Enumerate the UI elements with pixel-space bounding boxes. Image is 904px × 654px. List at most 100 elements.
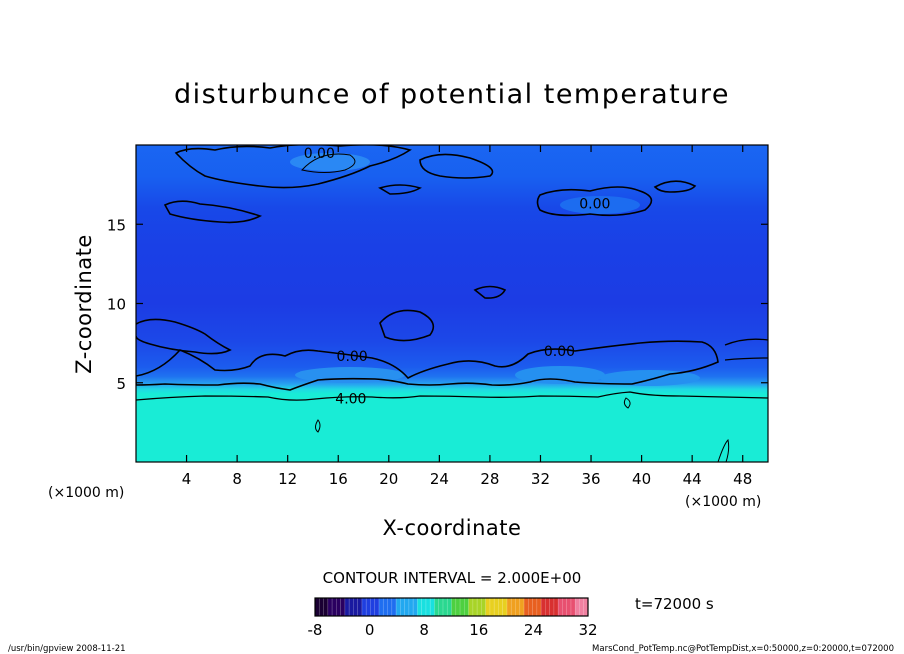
colorbar-tick-label: 0: [365, 621, 375, 639]
contour-label: 0.00: [544, 344, 575, 360]
colorbar-cell: [562, 598, 567, 616]
x-tick-label: 16: [329, 470, 348, 488]
x-unit-label-left: (×1000 m): [48, 485, 124, 501]
x-tick-label: 4: [182, 470, 192, 488]
colorbar-cell: [460, 598, 465, 616]
colorbar-cell: [430, 598, 435, 616]
colorbar-cell: [472, 598, 478, 616]
colorbar-cell: [370, 598, 375, 616]
x-tick-label: 20: [379, 470, 398, 488]
x-tick-label: 40: [632, 470, 651, 488]
x-tick-label: 8: [232, 470, 242, 488]
colorbar-cell: [374, 598, 380, 616]
x-tick-label: 12: [278, 470, 297, 488]
colorbar-cell: [494, 598, 499, 616]
contour-line: [301, 153, 356, 173]
contour-line: [163, 200, 263, 224]
colorbar-tick-label: 32: [578, 621, 597, 639]
colorbar-cell: [464, 598, 469, 616]
colorbar-cell: [558, 598, 563, 616]
x-tick-label: 44: [683, 470, 702, 488]
colorbar-cell: [524, 598, 529, 616]
colorbar-cell: [319, 598, 324, 616]
x-tick-label: 48: [733, 470, 752, 488]
contour-line: [174, 145, 412, 189]
colorbar-cell: [579, 598, 584, 616]
colorbar-cell: [481, 598, 486, 616]
colorbar-cell: [349, 598, 354, 616]
chart-title: disturbunce of potential temperature: [174, 79, 730, 110]
colorbar-frame: [314, 597, 589, 617]
contour-line: [419, 153, 494, 179]
field-background: [136, 145, 768, 462]
colorbar-cell: [336, 598, 341, 616]
colorbar-cell: [566, 598, 572, 616]
contour-label: 0.00: [337, 349, 368, 365]
colorbar-cell: [408, 598, 414, 616]
contour-label: 0.00: [579, 197, 610, 213]
colorbar-cell: [332, 598, 337, 616]
colorbar-tick-label: -8: [308, 621, 323, 639]
colorbar-cell: [502, 598, 508, 616]
contour-labels: 0.00 0.00 0.00 0.00 4.00: [304, 146, 611, 408]
contour-label: 4.00: [335, 392, 366, 408]
colorbar-tick-label: 8: [419, 621, 429, 639]
contour-lines: [136, 145, 768, 462]
contour-interval-text: CONTOUR INTERVAL = 2.000E+00: [323, 569, 582, 587]
y-tick-label: 10: [107, 296, 126, 314]
colorbar-cell: [455, 598, 461, 616]
contour-line: [623, 397, 631, 409]
colorbar-cell: [553, 598, 559, 616]
colorbar-cell: [425, 598, 431, 616]
colorbar-cell: [489, 598, 495, 616]
colorbar-cell: [383, 598, 388, 616]
colorbar-cell: [519, 598, 525, 616]
colorbar-cell: [477, 598, 482, 616]
colorbar-cell: [391, 598, 397, 616]
colorbar-cell: [545, 598, 550, 616]
colorbar-cell: [353, 598, 358, 616]
x-tick-label: 36: [581, 470, 600, 488]
colorbar-cell: [541, 598, 546, 616]
colorbar-cell: [413, 598, 418, 616]
contour-line: [136, 318, 232, 355]
colorbar-cell: [485, 598, 491, 616]
y-axis-label: Z-coordinate: [72, 234, 96, 374]
colorbar-tick-label: 24: [524, 621, 543, 639]
colorbar-cell: [366, 598, 371, 616]
x-tick-label: 24: [430, 470, 449, 488]
colorbar-cell: [511, 598, 516, 616]
colorbar-cell: [570, 598, 576, 616]
colorbar-cell: [447, 598, 452, 616]
colorbar-cell: [417, 598, 422, 616]
colorbar-cell: [315, 598, 320, 616]
colorbar-cell: [404, 598, 410, 616]
footer-right: MarsCond_PotTemp.nc@PotTempDist,x=0:5000…: [592, 644, 894, 654]
contour-line: [136, 391, 768, 401]
colorbar-cell: [323, 598, 328, 616]
colorbar-cell: [421, 598, 427, 616]
x-tick-label: 32: [531, 470, 550, 488]
colorbar-cell: [434, 598, 439, 616]
contour-line: [136, 340, 719, 391]
colorbar-cell: [396, 598, 401, 616]
contour-line: [724, 338, 768, 361]
colorbar: -8 0 8 16 24 32: [308, 597, 598, 639]
y-axis: 5 10 15: [107, 216, 768, 393]
contour-line: [473, 285, 507, 299]
colorbar-cell: [528, 598, 533, 616]
x-axis-label: X-coordinate: [383, 516, 522, 540]
colorbar-cell: [442, 598, 448, 616]
x-tick-label: 28: [480, 470, 499, 488]
contour-line: [717, 438, 730, 462]
colorbar-cell: [532, 598, 538, 616]
contour-label: 0.00: [304, 146, 335, 162]
colorbar-cell: [536, 598, 542, 616]
colorbar-cell: [344, 598, 350, 616]
x-unit-label-right: (×1000 m): [685, 494, 761, 510]
colorbar-cell: [357, 598, 363, 616]
colorbar-cell: [583, 598, 589, 616]
x-axis: 4 8 12 16 20 24 28 32 36 40 44 48: [182, 145, 752, 488]
contour-line: [536, 186, 653, 217]
